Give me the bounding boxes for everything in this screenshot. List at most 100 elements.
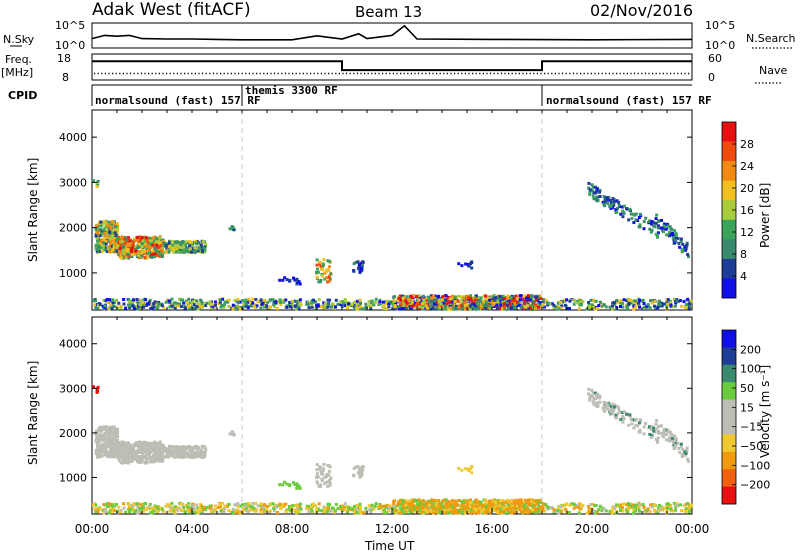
power-cell — [109, 225, 113, 228]
velocity-cell — [214, 504, 217, 508]
noise-panel: N.Sky 10^5 10^0 10^5 10^0 N.Search — [3, 19, 796, 52]
power-cell — [167, 241, 171, 245]
power-cell — [470, 266, 474, 270]
power-cell — [155, 251, 159, 255]
velocity-cell — [430, 498, 434, 502]
power-cell — [679, 240, 683, 243]
power-cell — [687, 255, 690, 259]
power-cell — [189, 301, 192, 305]
power-cell — [484, 300, 488, 304]
velocity-cell — [104, 429, 108, 433]
velocity-heatmap-cells — [92, 385, 694, 515]
velocity-cell — [491, 507, 495, 511]
power-cell — [382, 304, 386, 308]
power-cell — [614, 307, 618, 311]
power-cell — [109, 303, 113, 307]
power-cell — [649, 299, 652, 303]
velocity-cell — [109, 445, 113, 449]
power-cell — [249, 304, 253, 308]
power-cell — [463, 303, 467, 307]
power-cell — [244, 298, 248, 302]
power-cell — [606, 202, 610, 206]
velocity-cell — [669, 432, 673, 436]
velocity-cell — [307, 505, 310, 508]
power-cell — [445, 295, 449, 299]
velocity-cell — [249, 508, 253, 512]
velocity-cell — [226, 503, 230, 507]
velocity-cell — [272, 509, 276, 513]
power-cell — [144, 298, 148, 302]
power-cell — [266, 300, 270, 304]
power-cell — [501, 294, 505, 298]
power-cell — [192, 306, 196, 310]
colorbar-tick-label: 50 — [740, 382, 754, 395]
power-cell — [253, 305, 257, 309]
power-cell — [210, 303, 214, 306]
velocity-cell — [483, 509, 487, 513]
velocity-cell — [445, 506, 449, 510]
velocity-cell — [109, 442, 113, 446]
velocity-cell — [151, 455, 155, 459]
velocity-cell — [650, 425, 654, 429]
power-cell — [356, 260, 360, 264]
velocity-cell — [474, 498, 478, 502]
velocity-cell — [248, 505, 252, 509]
velocity-cell — [477, 506, 481, 510]
power-cell — [491, 303, 495, 307]
power-cell — [404, 297, 408, 301]
velocity-cell — [424, 508, 428, 512]
velocity-cell — [172, 455, 176, 459]
velocity-cell — [251, 501, 255, 505]
velocity-cell — [95, 390, 99, 394]
velocity-cell — [605, 401, 609, 405]
velocity-cell — [417, 498, 421, 502]
power-cell — [548, 302, 552, 306]
velocity-cell — [434, 502, 438, 506]
velocity-cell — [432, 506, 436, 510]
velocity-cell — [594, 396, 598, 400]
velocity-cell — [665, 438, 669, 442]
velocity-cell — [401, 506, 405, 510]
power-cell — [358, 269, 362, 273]
power-cell — [281, 278, 285, 282]
power-cell — [464, 262, 468, 266]
velocity-cell — [372, 507, 376, 511]
velocity-cell — [199, 502, 203, 506]
power-cell — [685, 241, 689, 245]
power-cell — [497, 294, 501, 298]
velocity-cell — [617, 409, 621, 412]
velocity-cell — [103, 425, 107, 429]
velocity-cell — [131, 457, 135, 461]
velocity-cell — [355, 507, 359, 511]
power-cell — [666, 224, 670, 228]
velocity-cell — [620, 411, 624, 414]
velocity-cell — [204, 447, 208, 451]
power-cell — [102, 222, 106, 226]
power-cell — [590, 303, 594, 307]
power-cell — [513, 306, 517, 310]
power-cell — [513, 304, 517, 307]
velocity-cell — [110, 440, 114, 443]
velocity-cell — [315, 468, 319, 472]
power-cell — [124, 253, 127, 257]
power-cell — [481, 299, 485, 303]
power-cell — [119, 244, 123, 248]
velocity-cell — [194, 452, 198, 456]
power-cell — [619, 212, 623, 216]
velocity-cell — [117, 458, 121, 462]
velocity-cell — [126, 444, 130, 448]
power-cell — [340, 305, 344, 308]
velocity-cell — [350, 507, 354, 511]
power-cell — [150, 302, 154, 306]
power-cell — [488, 298, 492, 302]
power-cell — [174, 304, 178, 308]
velocity-cell — [319, 509, 323, 513]
power-cell — [192, 303, 196, 306]
velocity-cell — [195, 503, 199, 507]
colorbar-tick-label: 28 — [740, 138, 754, 151]
power-cell — [572, 302, 576, 306]
velocity-cell — [674, 444, 678, 447]
power-cell — [609, 199, 613, 202]
power-cell — [477, 307, 481, 311]
velocity-cell — [323, 508, 327, 512]
